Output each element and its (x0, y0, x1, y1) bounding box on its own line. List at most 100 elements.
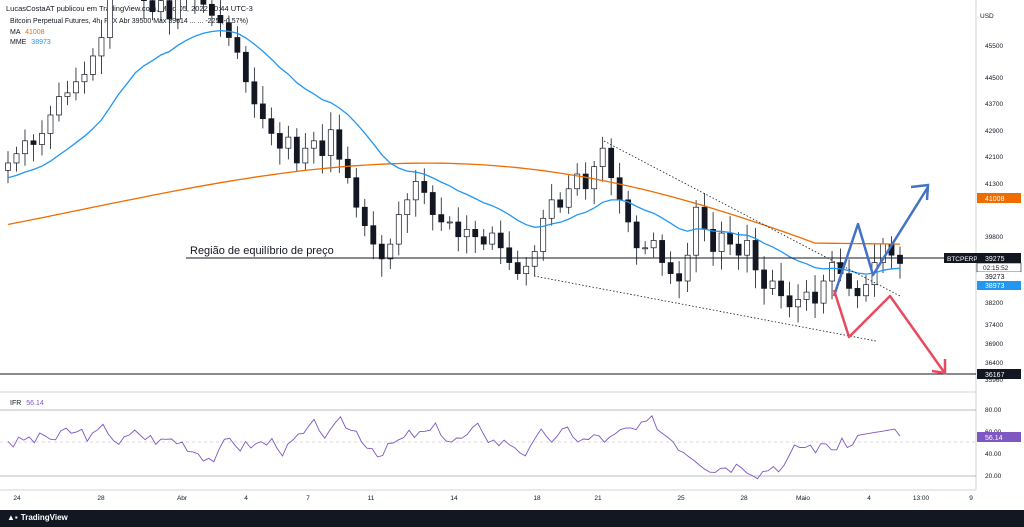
candle-body (234, 37, 241, 53)
time-tick-label: 28 (740, 495, 748, 502)
candle-body (370, 225, 377, 245)
bullish-scenario-path[interactable] (832, 186, 930, 297)
candle-body (472, 229, 479, 238)
candle-body (829, 262, 835, 282)
candle-body (599, 147, 606, 167)
candle-body (803, 291, 810, 300)
channel-upper-trendline[interactable] (603, 140, 901, 297)
candle-body (242, 51, 249, 83)
candle-body (854, 288, 861, 297)
candle-body (353, 177, 360, 208)
candles-group (5, 0, 903, 323)
symbol-tag-text: BTCPERP (947, 256, 978, 263)
candle-body (90, 55, 96, 75)
candle-body (395, 214, 402, 245)
time-tick-label: 13:00 (913, 495, 930, 502)
time-axis[interactable]: 24 28 Abr 4 7 11 14 18 21 25 28 Maio 4 13:00 9 (13, 495, 973, 502)
candle-body (693, 206, 700, 256)
candle-body (387, 243, 394, 260)
candle-body (107, 0, 113, 38)
time-tick-label: 11 (368, 495, 375, 502)
tradingview-brand-text: TradingView (20, 513, 68, 522)
candle-body (175, 0, 181, 20)
candle-body (361, 206, 368, 227)
time-tick-label: 24 (13, 495, 21, 502)
candle-body (650, 240, 657, 249)
candle-body (47, 114, 54, 134)
tradingview-logo[interactable]: ▲▪ TradingView (7, 513, 68, 522)
candle-body (455, 221, 462, 238)
price-tick-label: 37400 (985, 322, 1003, 329)
candle-body (158, 0, 164, 13)
candle-body (446, 221, 453, 224)
candle-body (786, 295, 793, 308)
candle-body (378, 243, 385, 260)
bullish-arrow-head (910, 183, 930, 201)
price-tick-label: 36900 (985, 341, 1003, 348)
time-tick-label: 18 (533, 495, 541, 502)
candle-body (480, 236, 487, 245)
price-tick-label: 44500 (985, 75, 1003, 82)
price-axis[interactable]: 4550044500437004290042100413004050039800… (985, 43, 1003, 384)
candle-body (225, 22, 232, 38)
last-price-tag-text: 39275 (985, 256, 1005, 263)
ma-price-tag-text: 41008 (985, 196, 1005, 203)
ma-legend-value: 41008 (25, 29, 45, 36)
time-tick-label: 4 (867, 495, 871, 502)
candle-body (208, 3, 215, 16)
candle-body (514, 262, 521, 274)
time-tick-label: 14 (450, 495, 458, 502)
candle-body (608, 147, 615, 179)
price-tick-label: 38200 (985, 300, 1003, 307)
candle-body (557, 199, 564, 208)
candle-body (540, 217, 547, 252)
candle-body (217, 15, 224, 24)
candle-body (523, 265, 530, 274)
candle-body (30, 140, 37, 145)
rsi-line (7, 415, 901, 480)
candle-body (633, 221, 640, 249)
mme-legend[interactable]: MME 38973 (10, 39, 51, 46)
candle-body (727, 232, 733, 245)
ifr-legend-value: 56.14 (26, 400, 44, 407)
rsi-value-tag: 56.14 (977, 432, 1021, 442)
candle-body (616, 177, 623, 201)
ma-price-tag: 41008 (977, 193, 1021, 203)
ifr-legend[interactable]: IFR 56.14 (10, 400, 44, 407)
rsi-tick-label: 20.00 (985, 473, 1002, 480)
price-tick-label: 39800 (985, 234, 1003, 241)
candle-body (863, 284, 869, 297)
candle-body (421, 181, 428, 193)
rsi-tick-label: 80.00 (985, 407, 1002, 414)
candle-body (846, 273, 852, 289)
ema-line (7, 29, 901, 275)
price-chart[interactable]: Região de equilíbrio de preço 45500 44500… (0, 0, 1024, 510)
symbol-legend[interactable]: Bitcoin Perpetual Futures, 4h, FTX Abr 3… (10, 18, 249, 25)
time-tick-label: Maio (796, 495, 810, 502)
support-price-tag-text: 36167 (985, 372, 1005, 379)
bearish-arrow-head (931, 359, 947, 375)
candle-body (166, 0, 173, 20)
candle-body (820, 280, 827, 304)
candle-body (302, 147, 309, 164)
ma-line (7, 162, 901, 245)
ma-legend[interactable]: MA 41008 (10, 29, 45, 36)
symbol-price-tag: BTCPERP 39275 02:15:52 (944, 253, 1022, 273)
candle-body (22, 140, 28, 155)
bearish-scenario-path[interactable] (832, 289, 946, 373)
time-tick-label: 21 (594, 495, 602, 502)
candle-body (149, 0, 156, 13)
footer-bar: ▲▪ TradingView (0, 510, 1024, 527)
candle-body (327, 129, 334, 156)
candle-body (667, 262, 674, 274)
price-tick-label: 45500 (985, 43, 1003, 50)
time-tick-label: 4 (244, 495, 248, 502)
candle-body (251, 81, 258, 105)
ema-price-tag-text: 39273 (985, 274, 1005, 281)
price-tick-label: 42100 (985, 154, 1003, 161)
candle-body (64, 92, 71, 97)
rsi-tick-label: 40.00 (985, 451, 1002, 458)
candle-body (5, 162, 11, 171)
